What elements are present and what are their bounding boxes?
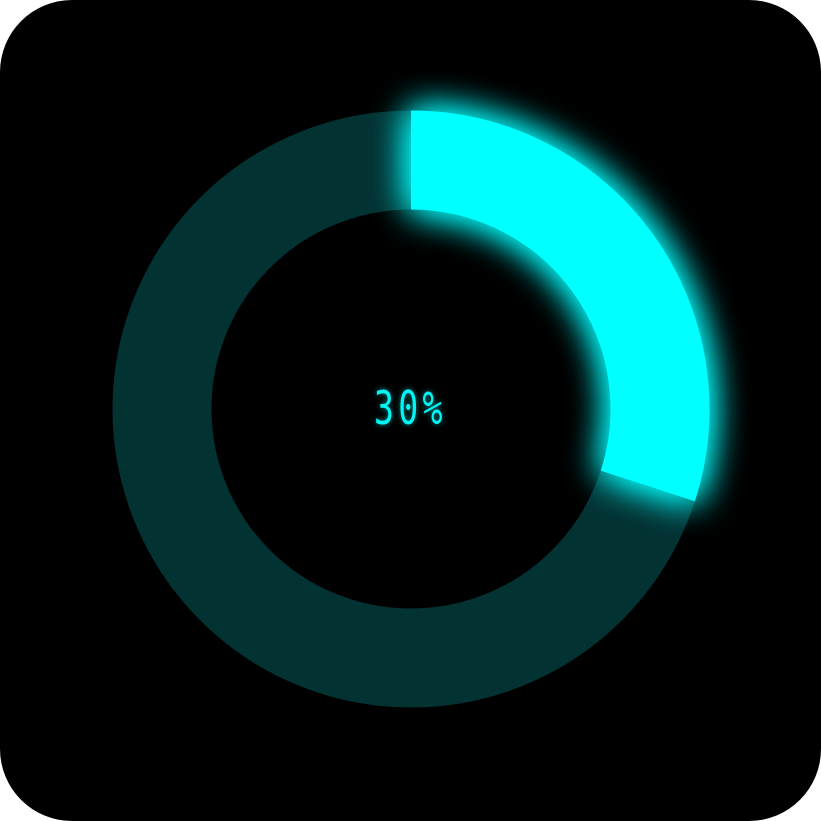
progress-percentage-label: 30%: [373, 381, 447, 435]
progress-fill: [410, 110, 710, 502]
